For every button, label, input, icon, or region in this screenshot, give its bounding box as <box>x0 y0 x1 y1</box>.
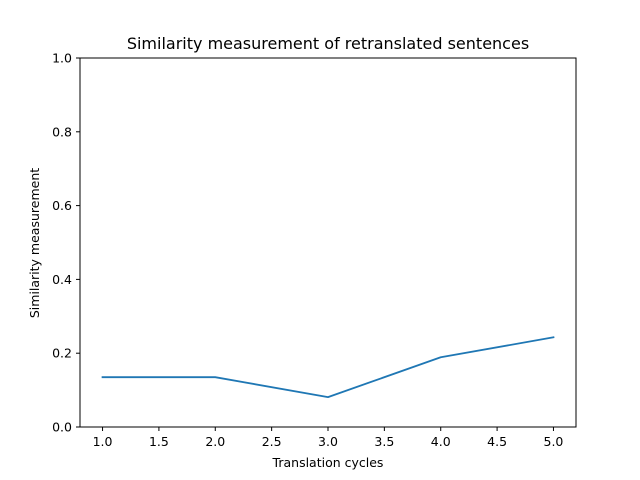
x-tick-label: 4.5 <box>487 434 507 449</box>
y-tick-label: 0.4 <box>52 272 72 287</box>
y-tick-label: 0.0 <box>52 420 72 435</box>
plot-area: 1.0 1.5 2.0 2.5 3.0 3.5 4.0 4.5 5.0 0.0 0.2 0.4 0.6 0… <box>52 51 577 449</box>
x-tick-label: 5.0 <box>544 434 564 449</box>
chart-title: Similarity measurement of retranslated s… <box>127 34 529 53</box>
x-tick-label: 3.0 <box>318 434 338 449</box>
x-axis-label: Translation cycles <box>272 455 384 470</box>
y-tick-label: 1.0 <box>52 51 72 66</box>
x-tick-label: 4.0 <box>431 434 451 449</box>
y-tick-label: 0.6 <box>52 198 72 213</box>
x-tick-label: 2.0 <box>205 434 225 449</box>
x-tick-label: 1.0 <box>93 434 113 449</box>
y-axis-label: Similarity measurement <box>27 168 42 318</box>
x-tick-label: 3.5 <box>374 434 394 449</box>
y-tick-label: 0.2 <box>52 346 72 361</box>
axes-frame <box>79 57 577 428</box>
x-tick-label: 2.5 <box>262 434 282 449</box>
series-line-0 <box>101 336 555 399</box>
y-tick-label: 0.8 <box>52 124 72 139</box>
x-tick-label: 1.5 <box>149 434 169 449</box>
